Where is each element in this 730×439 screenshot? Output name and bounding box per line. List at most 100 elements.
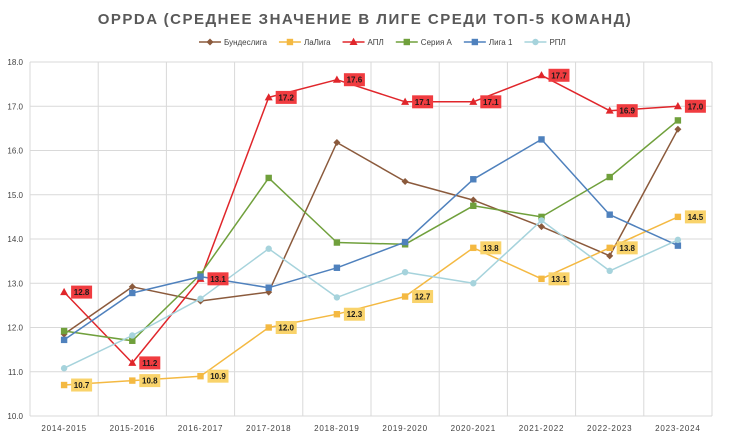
point-s1-8: [606, 244, 613, 252]
chart-title: OPPDA (СРЕДНЕЕ ЗНАЧЕНИЕ В ЛИГЕ СРЕДИ ТОП…: [98, 11, 633, 28]
y-tick-label-8: 18.0: [7, 58, 23, 67]
data-label-bg-s2-2: [207, 272, 229, 286]
data-label-s2-9: 17.0: [684, 99, 706, 113]
point-s3-3: [265, 174, 272, 182]
data-label-text-s1-0: 10.7: [74, 381, 90, 390]
data-label-bg-s2-1: [139, 356, 161, 370]
point-s3-6: [470, 202, 477, 210]
point-s0-5: [401, 177, 409, 185]
series-line-5: [63, 219, 679, 369]
data-label-s2-7: 17.7: [548, 68, 570, 82]
legend-label-4: Лига 1: [489, 38, 513, 47]
x-tick-label-4: 2018-2019: [314, 424, 359, 433]
point-s0-4: [333, 139, 341, 147]
data-label-s2-5: 17.1: [412, 95, 434, 109]
data-label-text-s2-8: 16.9: [619, 107, 635, 116]
data-label-bg-s1-6: [480, 241, 502, 255]
legend-label-0: Бундеслига: [224, 38, 267, 47]
point-s3-1: [129, 337, 136, 344]
y-tick-label-2: 12.0: [7, 324, 23, 333]
data-label-bg-s1-0: [71, 378, 93, 392]
series-line-4: [63, 138, 679, 341]
point-s4-3: [265, 284, 272, 291]
point-s0-8: [606, 252, 614, 260]
point-s3-7: [538, 213, 545, 221]
point-s2-5: [401, 97, 410, 105]
series-line-0: [63, 128, 679, 335]
data-label-text-s1-3: 12.0: [278, 324, 294, 333]
y-tick-label-1: 11.0: [8, 368, 24, 377]
x-tick-label-9: 2023-2024: [655, 424, 700, 433]
point-s5-0: [60, 365, 68, 372]
point-s5-2: [197, 295, 204, 302]
point-s2-8: [605, 106, 614, 114]
series-5: [60, 217, 682, 372]
data-label-text-s2-6: 17.1: [483, 98, 499, 107]
legend-item-4: Лига 1: [463, 38, 513, 47]
y-tick-label-0: 10.0: [7, 412, 23, 421]
data-label-s1-1: 10.8: [139, 374, 161, 388]
data-label-bg-s2-9: [684, 99, 706, 113]
data-label-bg-s1-5: [412, 290, 434, 304]
point-s5-7: [538, 217, 545, 224]
point-s3-0: [60, 327, 68, 335]
legend-item-0: Бундеслига: [199, 38, 267, 47]
data-label-bg-s1-1: [139, 374, 161, 388]
data-label-text-s2-1: 11.2: [142, 359, 158, 368]
point-s1-2: [197, 372, 204, 380]
legend-item-5: РПЛ: [524, 38, 566, 47]
data-label-s1-9: 14.5: [684, 210, 706, 224]
series-4: [60, 136, 682, 344]
data-label-s2-1: 11.2: [139, 356, 161, 370]
legend-marker-1: [286, 38, 294, 46]
data-label-s1-2: 10.9: [207, 369, 229, 383]
data-label-text-s1-6: 13.8: [483, 244, 499, 253]
point-s2-4: [332, 75, 341, 83]
point-s2-9: [673, 102, 682, 110]
legend-marker-3: [403, 38, 410, 46]
data-label-bg-s2-4: [343, 73, 365, 87]
legend-marker-5: [532, 38, 539, 46]
point-s4-6: [470, 176, 477, 183]
data-label-s2-8: 16.9: [616, 104, 638, 118]
point-s4-0: [60, 336, 68, 344]
data-label-bg-s1-4: [343, 307, 365, 321]
point-s0-6: [469, 196, 477, 204]
point-s2-1: [128, 358, 137, 366]
data-label-text-s2-5: 17.1: [415, 98, 431, 107]
data-label-s2-2: 13.1: [207, 272, 229, 286]
series-1: [60, 213, 682, 389]
data-label-text-s1-8: 13.8: [619, 244, 635, 253]
data-label-s1-8: 13.8: [616, 241, 638, 255]
data-label-text-s2-3: 17.2: [278, 93, 294, 102]
point-s5-8: [606, 267, 613, 275]
point-s5-5: [401, 268, 409, 276]
data-label-s1-0: 10.7: [71, 378, 93, 392]
data-label-text-s1-2: 10.9: [210, 372, 226, 381]
point-s5-3: [265, 245, 272, 252]
point-s3-4: [333, 239, 341, 246]
legend-item-3: Серия А: [395, 38, 452, 47]
data-label-bg-s2-6: [480, 95, 502, 109]
data-label-text-s1-4: 12.3: [347, 310, 363, 319]
point-s0-9: [674, 125, 682, 133]
point-s2-3: [264, 93, 273, 101]
x-tick-label-5: 2019-2020: [382, 424, 427, 433]
point-s4-4: [333, 264, 341, 271]
data-label-text-s2-7: 17.7: [551, 71, 567, 80]
data-label-s1-7: 13.1: [548, 272, 570, 286]
y-axis: 10.0 11.0 12.0 13.0 14.0 15.0 16.0 17.0 18.0: [7, 58, 23, 421]
x-tick-label-1: 2015-2016: [110, 424, 155, 433]
x-tick-label-6: 2020-2021: [451, 424, 496, 433]
point-s5-6: [470, 280, 477, 287]
legend-item-1: ЛаЛига: [278, 38, 331, 47]
y-tick-label-3: 13.0: [7, 279, 23, 288]
legend-marker-2: [349, 37, 358, 45]
data-label-bg-s2-5: [412, 95, 434, 109]
data-label-bg-s2-7: [548, 68, 570, 82]
y-tick-label-5: 15.0: [7, 191, 23, 200]
series-line-1: [64, 216, 679, 386]
data-label-text-s2-2: 13.1: [210, 275, 226, 284]
legend-item-2: АПЛ: [342, 37, 384, 47]
point-s4-1: [129, 289, 136, 297]
